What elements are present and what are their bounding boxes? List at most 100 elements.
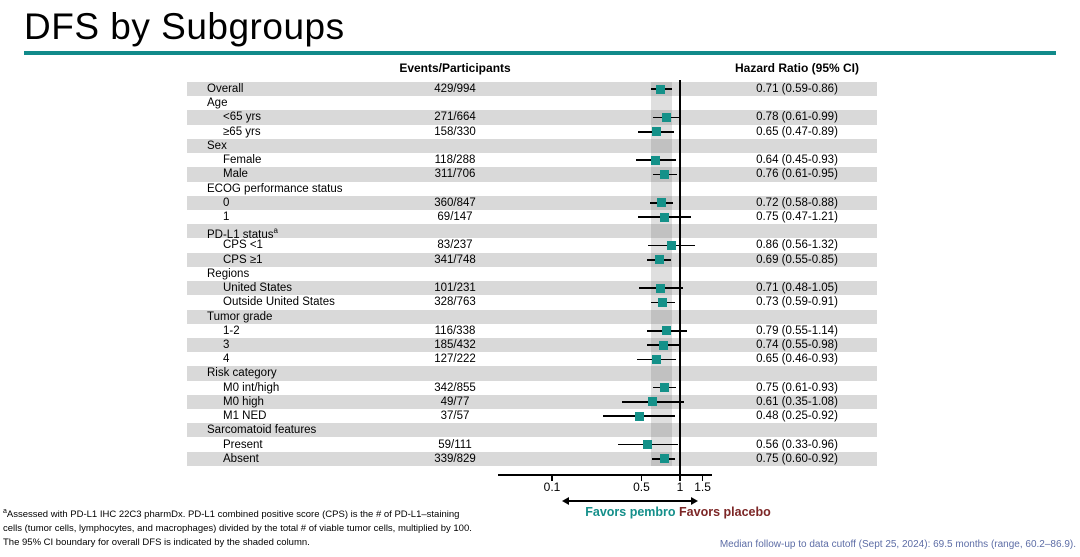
axis-tick-label: 0.1	[543, 480, 561, 494]
favors-labels: Favors pembro Favors placebo	[585, 505, 771, 519]
row-label: ≥65 yrs	[223, 125, 261, 138]
favors-arrowhead-right	[691, 497, 698, 505]
hr-point-marker	[667, 241, 677, 251]
hr-column-header: Hazard Ratio (95% CI)	[734, 61, 860, 75]
hr-point-marker	[656, 84, 666, 94]
hr-point-marker	[648, 397, 658, 407]
overall-ci-shaded-column	[650, 82, 672, 466]
row-hr: 0.75 (0.47-1.21)	[756, 210, 838, 223]
row-label: Sex	[207, 139, 227, 152]
table-row: M0 int/high 342/855 0.75 (0.61-0.93)	[0, 381, 1080, 395]
row-hr: 0.64 (0.45-0.93)	[756, 154, 838, 167]
row-events: 328/763	[434, 296, 476, 309]
hr-point-marker	[651, 127, 661, 137]
row-events: 101/231	[434, 282, 476, 295]
row-label: Present	[223, 438, 263, 451]
hr-point-marker	[660, 169, 670, 179]
row-events: 59/111	[438, 438, 472, 451]
row-label: Overall	[207, 83, 244, 95]
hr-point-marker	[657, 198, 667, 208]
hr-point-marker	[656, 283, 666, 293]
row-label: Sarcomatoid features	[207, 424, 317, 437]
row-band	[187, 167, 877, 182]
table-row: Outside United States 328/763 0.73 (0.59-0…	[0, 295, 1080, 309]
table-row: 3 185/432 0.74 (0.55-0.98)	[0, 337, 1080, 353]
hr-point-marker	[634, 411, 644, 421]
row-hr: 0.56 (0.33-0.96)	[756, 438, 838, 451]
row-label: ECOG performance status	[207, 182, 343, 195]
row-label: Regions	[207, 267, 250, 280]
row-events: 339/829	[434, 452, 476, 465]
footnote-superscript: a	[3, 508, 7, 515]
table-row: Present 59/111 0.56 (0.33-0.96)	[0, 438, 1080, 452]
table-row: M0 high 49/77 0.61 (0.35-1.08)	[0, 394, 1080, 410]
favors-pembro-label: Favors pembro	[585, 505, 676, 519]
table-row: Tumor grade	[0, 309, 1080, 324]
table-row: <65 yrs 271/664 0.78 (0.61-0.99)	[0, 110, 1080, 125]
row-hr: 0.71 (0.48-1.05)	[756, 282, 838, 295]
row-label: Outside United States	[223, 296, 335, 309]
row-label: United States	[223, 282, 293, 295]
table-row: 1 69/147 0.75 (0.47-1.21)	[0, 210, 1080, 224]
row-label: 0	[223, 196, 230, 209]
favors-arrowhead-left	[562, 497, 569, 505]
table-row: Age	[0, 96, 1080, 110]
row-hr: 0.61 (0.35-1.08)	[756, 395, 838, 408]
row-events: 118/288	[434, 154, 476, 167]
table-row: Overall 429/994 0.71 (0.59-0.86)	[0, 82, 1080, 97]
hr-point-marker	[658, 340, 668, 350]
hr-point-marker	[659, 212, 669, 222]
row-events: 69/147	[437, 210, 473, 223]
row-label: Male	[223, 168, 248, 181]
table-row: Sex	[0, 138, 1080, 154]
row-band	[187, 366, 877, 381]
row-hr: 0.74 (0.55-0.98)	[756, 338, 838, 351]
row-hr: 0.78 (0.61-0.99)	[756, 111, 838, 124]
events-column-header: Events/Participants	[399, 61, 511, 75]
row-band	[187, 281, 877, 296]
row-label: Risk category	[207, 367, 277, 380]
table-row: ≥65 yrs 158/330 0.65 (0.47-0.89)	[0, 125, 1080, 139]
row-label: M0 int/high	[223, 381, 280, 394]
footnote-line-2: cells (tumor cells, lymphocytes, and mac…	[3, 522, 472, 534]
row-hr: 0.72 (0.58-0.88)	[756, 196, 838, 209]
row-events: 185/432	[434, 338, 476, 351]
row-label: Female	[223, 154, 262, 167]
table-row: Risk category	[0, 366, 1080, 381]
table-row: Regions	[0, 267, 1080, 281]
row-hr: 0.73 (0.59-0.91)	[756, 296, 838, 309]
table-row: 0 360/847 0.72 (0.58-0.88)	[0, 195, 1080, 210]
row-hr: 0.75 (0.61-0.93)	[756, 381, 838, 394]
hr-point-marker	[650, 155, 660, 165]
favors-placebo-label: Favors placebo	[679, 505, 771, 519]
row-events: 311/706	[434, 168, 476, 181]
table-row: 4 127/222 0.65 (0.46-0.93)	[0, 352, 1080, 366]
row-events: 37/57	[440, 410, 470, 423]
table-row: PD-L1 statusa	[0, 224, 1080, 241]
row-label: M0 high	[223, 395, 264, 408]
footnote: aAssessed with PD-L1 IHC 22C3 pharmDx. P…	[3, 505, 573, 550]
row-hr: 0.86 (0.56-1.32)	[756, 239, 838, 252]
table-row: CPS ≥1 341/748 0.69 (0.55-0.85)	[0, 252, 1080, 267]
hr-point-marker	[659, 454, 669, 464]
footnote-line-3: The 95% CI boundary for overall DFS is i…	[3, 536, 310, 548]
row-label: CPS <1	[223, 239, 263, 252]
axis-line	[498, 474, 712, 476]
row-events: 429/994	[434, 83, 476, 95]
row-hr: 0.65 (0.46-0.93)	[756, 353, 838, 366]
reference-line-hr1	[679, 80, 681, 477]
row-band	[187, 82, 877, 97]
page-title: DFS by Subgroups	[24, 6, 345, 47]
footnote-line-1: aAssessed with PD-L1 IHC 22C3 pharmDx. P…	[3, 508, 460, 521]
row-events: 49/77	[440, 395, 470, 408]
row-events: 342/855	[434, 381, 476, 394]
row-hr: 0.76 (0.61-0.95)	[756, 168, 838, 181]
row-band	[187, 394, 877, 410]
axis-tick-label: 0.5	[633, 480, 650, 494]
table-row: Female 118/288 0.64 (0.45-0.93)	[0, 153, 1080, 167]
hr-point-marker	[654, 255, 664, 265]
row-hr: 0.79 (0.55-1.14)	[756, 324, 838, 337]
row-band	[187, 423, 877, 438]
row-label: 4	[223, 353, 230, 366]
